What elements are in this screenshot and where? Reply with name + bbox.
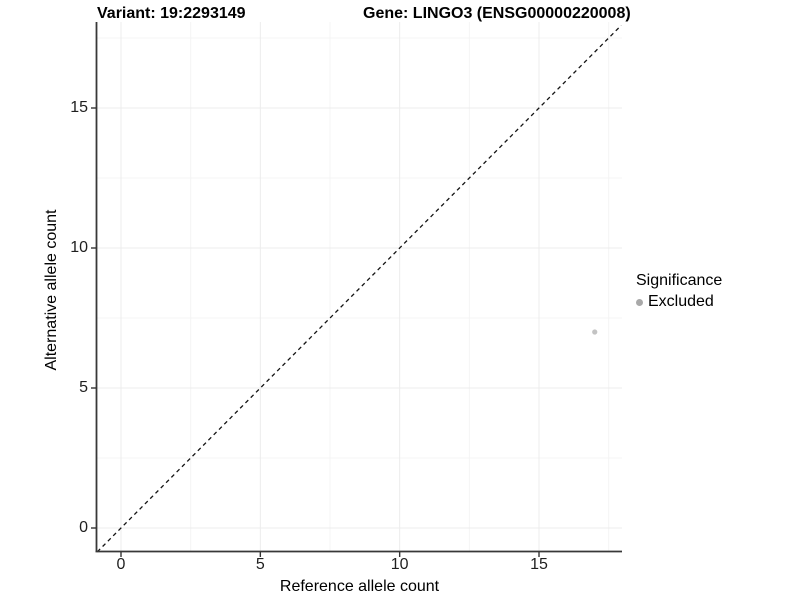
x-axis-title: Reference allele count	[279, 578, 440, 595]
legend-item-excluded: Excluded	[636, 293, 722, 311]
y-tick-label: 5	[79, 379, 88, 396]
y-tick-label: 10	[70, 239, 88, 256]
x-tick-label: 10	[390, 556, 409, 573]
variant-title: Variant: 19:2293149	[97, 5, 246, 22]
legend-item-label: Excluded	[648, 293, 714, 310]
legend-point-icon	[636, 298, 643, 306]
y-tick-label: 0	[79, 519, 88, 536]
x-tick-label: 5	[255, 556, 265, 573]
x-tick-label: 0	[116, 556, 126, 573]
y-axis-title: Alternative allele count	[43, 209, 60, 371]
legend: Significance Excluded	[636, 271, 722, 311]
identity-dashed-line	[96, 24, 622, 553]
x-tick-label: 15	[530, 556, 548, 573]
legend-title: Significance	[636, 272, 723, 289]
gene-title: Gene: LINGO3 (ENSG00000220008)	[363, 5, 631, 22]
data-point	[592, 329, 598, 335]
y-tick-label: 15	[70, 99, 88, 116]
